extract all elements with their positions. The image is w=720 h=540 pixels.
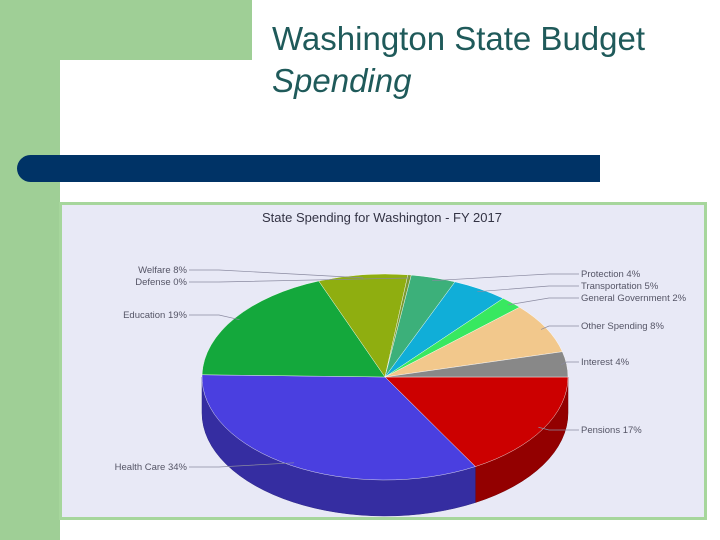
label-health-care: Health Care 34% bbox=[115, 462, 188, 473]
label-education: Education 19% bbox=[123, 310, 187, 321]
pie-slice-health-care bbox=[201, 374, 476, 481]
pie-slices bbox=[201, 273, 569, 481]
label-transportation: Transportation 5% bbox=[581, 281, 659, 292]
top-accent-band bbox=[60, 0, 252, 60]
left-accent-band bbox=[0, 0, 60, 540]
leader-line-pensions bbox=[538, 426, 579, 431]
leader-line-general-government bbox=[507, 297, 579, 306]
leader-line-protection bbox=[432, 273, 579, 282]
leader-line-health-care bbox=[189, 462, 295, 468]
label-other-spending: Other Spending 8% bbox=[581, 321, 664, 332]
chart-frame: State Spending for Washington - FY 2017 … bbox=[59, 202, 707, 520]
pie-slice-other-spending bbox=[384, 306, 563, 378]
label-interest: Interest 4% bbox=[581, 357, 630, 368]
leader-line-welfare bbox=[189, 269, 364, 279]
title-divider-bar bbox=[17, 155, 600, 182]
leader-line-defense bbox=[189, 277, 409, 283]
label-defense: Defense 0% bbox=[135, 277, 187, 288]
chart-title: State Spending for Washington - FY 2017 bbox=[262, 210, 502, 225]
pie-labels: Welfare 8%Defense 0% Education 19% Health … bbox=[115, 265, 687, 473]
pie-chart: State Spending for Washington - FY 2017 … bbox=[115, 210, 687, 517]
pie-slice-interest bbox=[384, 351, 569, 378]
leader-line-interest bbox=[560, 361, 579, 365]
leader-line-transportation bbox=[477, 285, 579, 293]
label-general-government: General Government 2% bbox=[581, 293, 687, 304]
label-protection: Protection 4% bbox=[581, 269, 641, 280]
slide-title-line1: Washington State Budget bbox=[272, 20, 646, 57]
leader-line-education bbox=[189, 314, 240, 321]
pie-slice-welfare bbox=[318, 273, 409, 378]
label-welfare: Welfare 8% bbox=[138, 265, 187, 276]
pie-slice-education bbox=[201, 280, 386, 378]
slide-title-line2: Spending bbox=[272, 62, 412, 99]
label-pensions: Pensions 17% bbox=[581, 425, 642, 436]
accent-corner bbox=[60, 60, 140, 140]
slide-title: Washington State Budget Spending bbox=[272, 18, 645, 102]
leader-line-other-spending bbox=[540, 325, 579, 330]
